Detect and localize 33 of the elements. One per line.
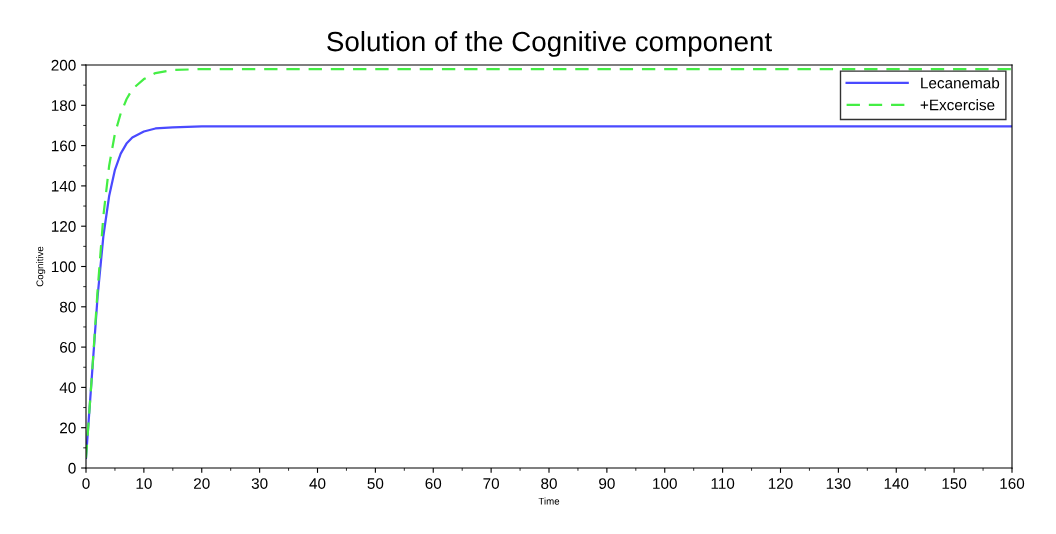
y-tick-label: 140: [51, 180, 76, 192]
y-tick-label: 180: [51, 100, 76, 111]
x-tick-label: 40: [309, 478, 326, 489]
y-tick-label: 100: [51, 261, 76, 273]
x-tick-label: 90: [599, 478, 615, 489]
legend-label: Lecanemab: [921, 77, 1000, 89]
y-tick-label: 20: [60, 422, 76, 434]
y-tick-label: 0: [68, 462, 76, 474]
chart-title: Solution of the Cognitive component: [327, 30, 772, 57]
x-tick-label: 120: [768, 478, 793, 489]
x-tick-label: 150: [942, 478, 967, 489]
x-tick-label: 60: [425, 478, 442, 489]
y-tick-label: 200: [51, 59, 76, 71]
y-tick-label: 80: [59, 301, 76, 313]
x-tick-label: 10: [136, 478, 152, 489]
x-tick-label: 30: [251, 478, 268, 489]
x-tick-label: 140: [884, 478, 909, 489]
x-tick-label: 80: [541, 478, 557, 489]
x-tick-label: 20: [194, 478, 210, 489]
y-tick-label: 60: [60, 341, 76, 353]
x-tick-label: 130: [826, 478, 851, 489]
x-tick-label: 70: [483, 478, 500, 489]
x-tick-label: 160: [1000, 478, 1025, 489]
x-tick-label: 50: [367, 478, 384, 489]
y-tick-label: 160: [51, 140, 76, 152]
legend-label: +Excercise: [920, 99, 995, 111]
x-tick-label: 110: [711, 478, 735, 489]
y-tick-label: 120: [51, 221, 76, 232]
x-tick-label: 100: [653, 478, 677, 489]
x-axis-title: Time: [538, 497, 560, 505]
y-tick-label: 40: [59, 382, 76, 394]
y-axis-title: Cognitive: [36, 246, 46, 287]
x-tick-label: 0: [82, 478, 90, 489]
